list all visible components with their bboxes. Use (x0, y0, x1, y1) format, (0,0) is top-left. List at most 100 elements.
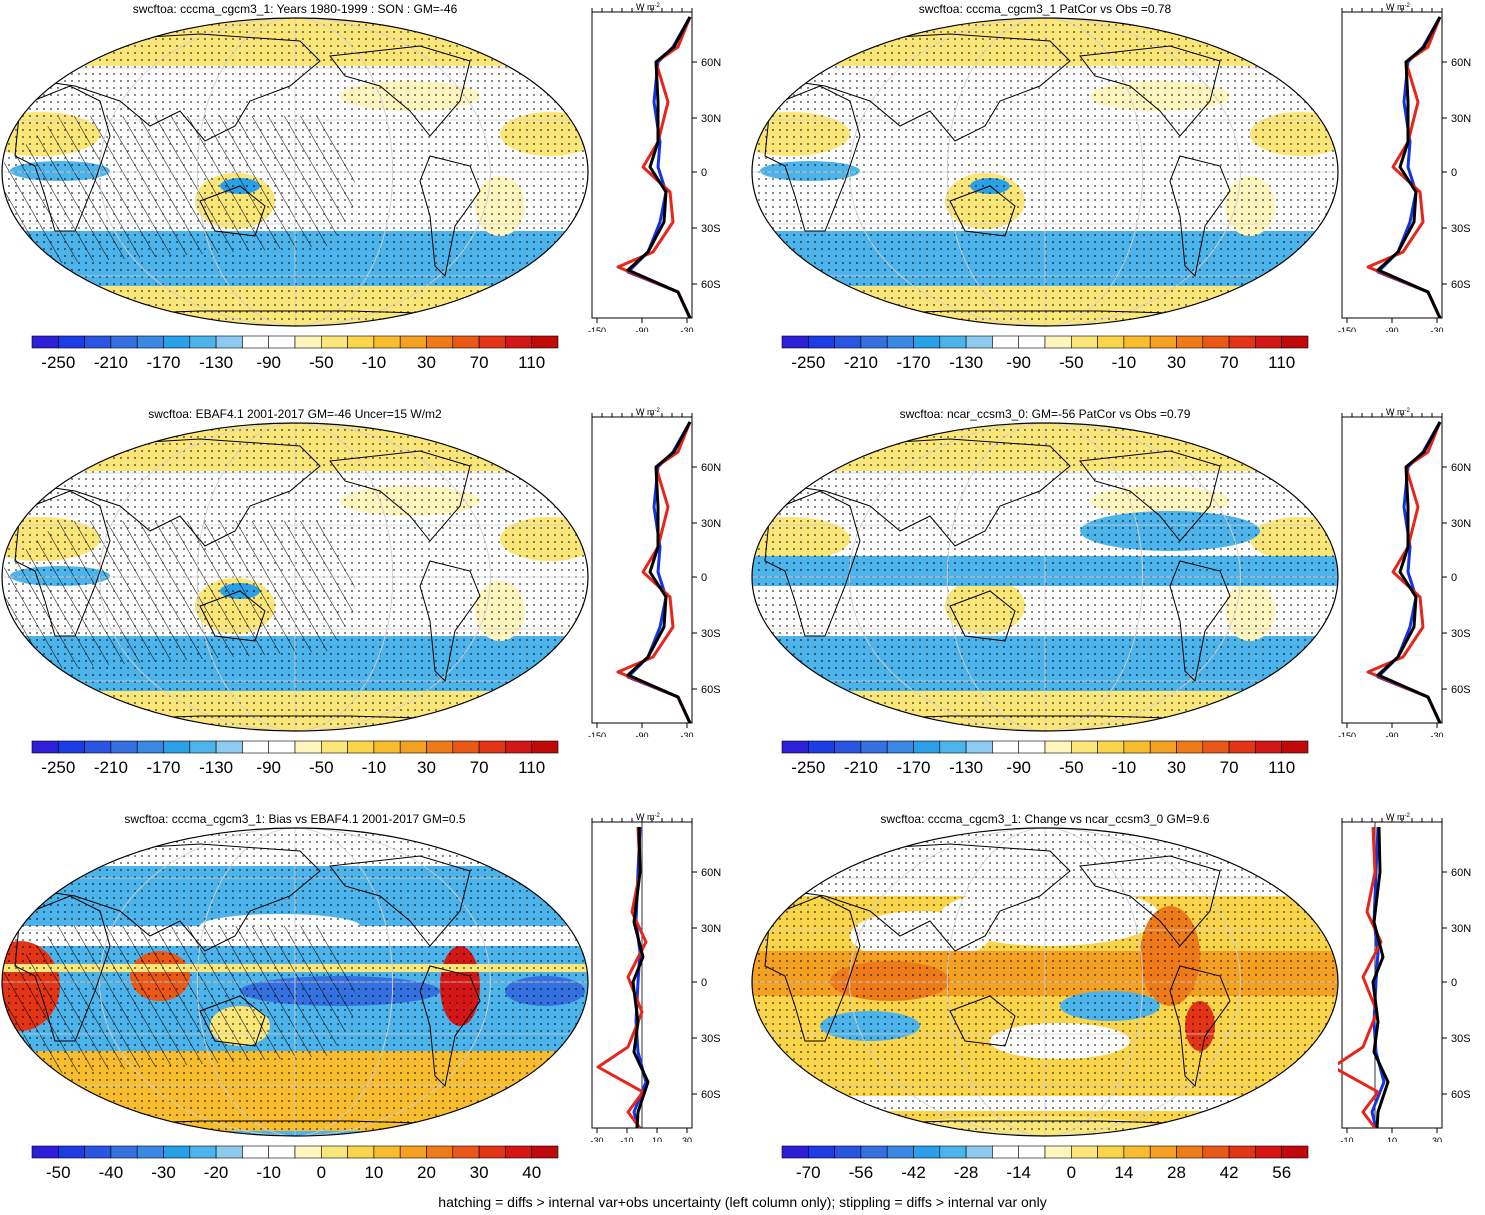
profile-xtick-label: 10 (1387, 1136, 1397, 1142)
colorbar-label: -70 (796, 1163, 821, 1182)
colorbar-label: -10 (1112, 758, 1137, 777)
profile-lat-label: 30S (701, 628, 721, 640)
colorbar-swatch (163, 1145, 191, 1159)
colorbar-swatch (992, 335, 1019, 349)
colorbar-swatch (426, 1145, 454, 1159)
colorbar-swatch (1070, 740, 1098, 754)
profile-frame (1341, 416, 1443, 724)
colorbar-swatch (913, 335, 941, 349)
colorbar-label: 110 (1268, 758, 1295, 777)
colorbar-label: 0 (317, 1163, 326, 1182)
profile-line-mean (631, 826, 650, 1129)
profile-line-mean (626, 421, 692, 724)
colorbar: -250-210-170-130-90-50-103070110150 (31, 740, 559, 777)
panel-1: swcftoa: cccma_cgcm3_1: Years 1980-1999 … (0, 0, 742, 405)
zonal-mean-profile: W m-2 -30 -10 10 30 60N 30N 0 30S 60S (590, 812, 721, 1142)
colorbar-swatch (1202, 740, 1230, 754)
colorbar-label: 30 (1167, 758, 1186, 777)
colorbar-label: -50 (1059, 758, 1084, 777)
zonal-mean-profile: W m-2 -150 -90 -30 60N 30N 0 30S 60S (1338, 2, 1471, 332)
colorbar-swatch (807, 1145, 835, 1159)
colorbar-label: -28 (954, 1163, 979, 1182)
colorbar-label: -210 (94, 353, 128, 372)
continent-australia (949, 590, 1016, 642)
panel-title: swcftoa: cccma_cgcm3_1 PatCor vs Obs =0.… (918, 2, 1172, 16)
colorbar-swatch (1255, 1145, 1282, 1159)
colorbar-swatch (939, 335, 967, 349)
profile-line-mean (626, 16, 692, 319)
panel-title: swcftoa: cccma_cgcm3_1: Change vs ncar_c… (880, 812, 1210, 826)
colorbar-swatch (189, 335, 217, 349)
profile-lat-label: 30N (1451, 923, 1471, 935)
colorbar-swatch (781, 335, 809, 349)
profile-lat-label: 30S (1451, 1033, 1471, 1045)
colorbar-label: 30 (417, 758, 436, 777)
colorbar-label: 56 (1272, 1163, 1291, 1182)
graticule-line (196, 828, 394, 1136)
colorbar-swatch (347, 740, 375, 754)
profile-lat-label: 30S (1451, 223, 1471, 235)
hatching (2, 116, 360, 266)
colorbar-swatch (110, 1145, 138, 1159)
map-border (1, 827, 589, 1137)
map-border (1, 422, 589, 732)
colorbar-label: -14 (1006, 1163, 1031, 1182)
colorbar-swatch (294, 335, 322, 349)
profile-xtick-label: -30 (680, 326, 693, 332)
colorbar-label: -50 (1059, 353, 1084, 372)
continent-eurasia (779, 33, 1071, 142)
graticule-line (849, 423, 1241, 731)
profile-line-mean (1376, 16, 1442, 319)
map-border (751, 827, 1339, 1137)
graticule-line (849, 828, 1241, 1136)
colorbar-swatch (939, 1145, 967, 1159)
panel-title: swcftoa: cccma_cgcm3_1: Years 1980-1999 … (132, 2, 458, 16)
colorbar-swatch (886, 740, 914, 754)
colorbar-swatch (913, 1145, 941, 1159)
colorbar-swatch (1281, 1145, 1309, 1159)
continent-south-america (419, 965, 481, 1088)
hatching (2, 521, 360, 671)
world-map (1, 422, 589, 732)
colorbar-swatch (347, 335, 375, 349)
colorbar-label: 30 (470, 1163, 489, 1182)
map-border (751, 17, 1339, 327)
colorbar-swatch (1176, 335, 1204, 349)
world-map (1, 17, 589, 327)
colorbar-swatch (399, 1145, 427, 1159)
colorbar-label: -50 (46, 1163, 71, 1182)
colorbar: -250-210-170-130-90-50-103070110150 (781, 740, 1309, 777)
colorbar-swatch (373, 1145, 401, 1159)
colorbar-label: 70 (1220, 758, 1239, 777)
colorbar-swatch (31, 740, 59, 754)
continent-north-america (1079, 855, 1221, 947)
colorbar: -250-210-170-130-90-50-103070110150 (781, 335, 1309, 372)
world-map (1, 827, 589, 1137)
colorbar-label: 70 (470, 758, 489, 777)
profile-units: W m-2 (1386, 812, 1410, 822)
colorbar-swatch (860, 740, 888, 754)
colorbar-swatch (373, 740, 401, 754)
colorbar-swatch (136, 1145, 164, 1159)
continent-africa (14, 490, 111, 637)
profile-units: W m-2 (1386, 2, 1410, 12)
continent-australia (199, 995, 266, 1047)
profile-line-model (596, 826, 648, 1129)
zonal-mean-profile: W m-2 -150 -90 -30 60N 30N 0 30S 60S (588, 2, 721, 332)
colorbar-swatch (452, 1145, 480, 1159)
continent-eurasia (779, 438, 1071, 547)
colorbar-swatch (992, 1145, 1019, 1159)
colorbar-swatch (136, 740, 164, 754)
colorbar-label: -50 (309, 758, 334, 777)
continent-south-america (419, 560, 481, 683)
colorbar-swatch (1070, 335, 1098, 349)
colorbar-swatch (136, 335, 164, 349)
continent-eurasia (29, 33, 321, 142)
colorbar-label: 70 (1220, 353, 1239, 372)
colorbar-swatch (426, 740, 454, 754)
colorbar-swatch (189, 740, 217, 754)
colorbar-swatch (531, 335, 559, 349)
colorbar-swatch (268, 1145, 296, 1159)
continent-africa (14, 895, 111, 1042)
profile-xtick-label: -90 (1385, 326, 1398, 332)
